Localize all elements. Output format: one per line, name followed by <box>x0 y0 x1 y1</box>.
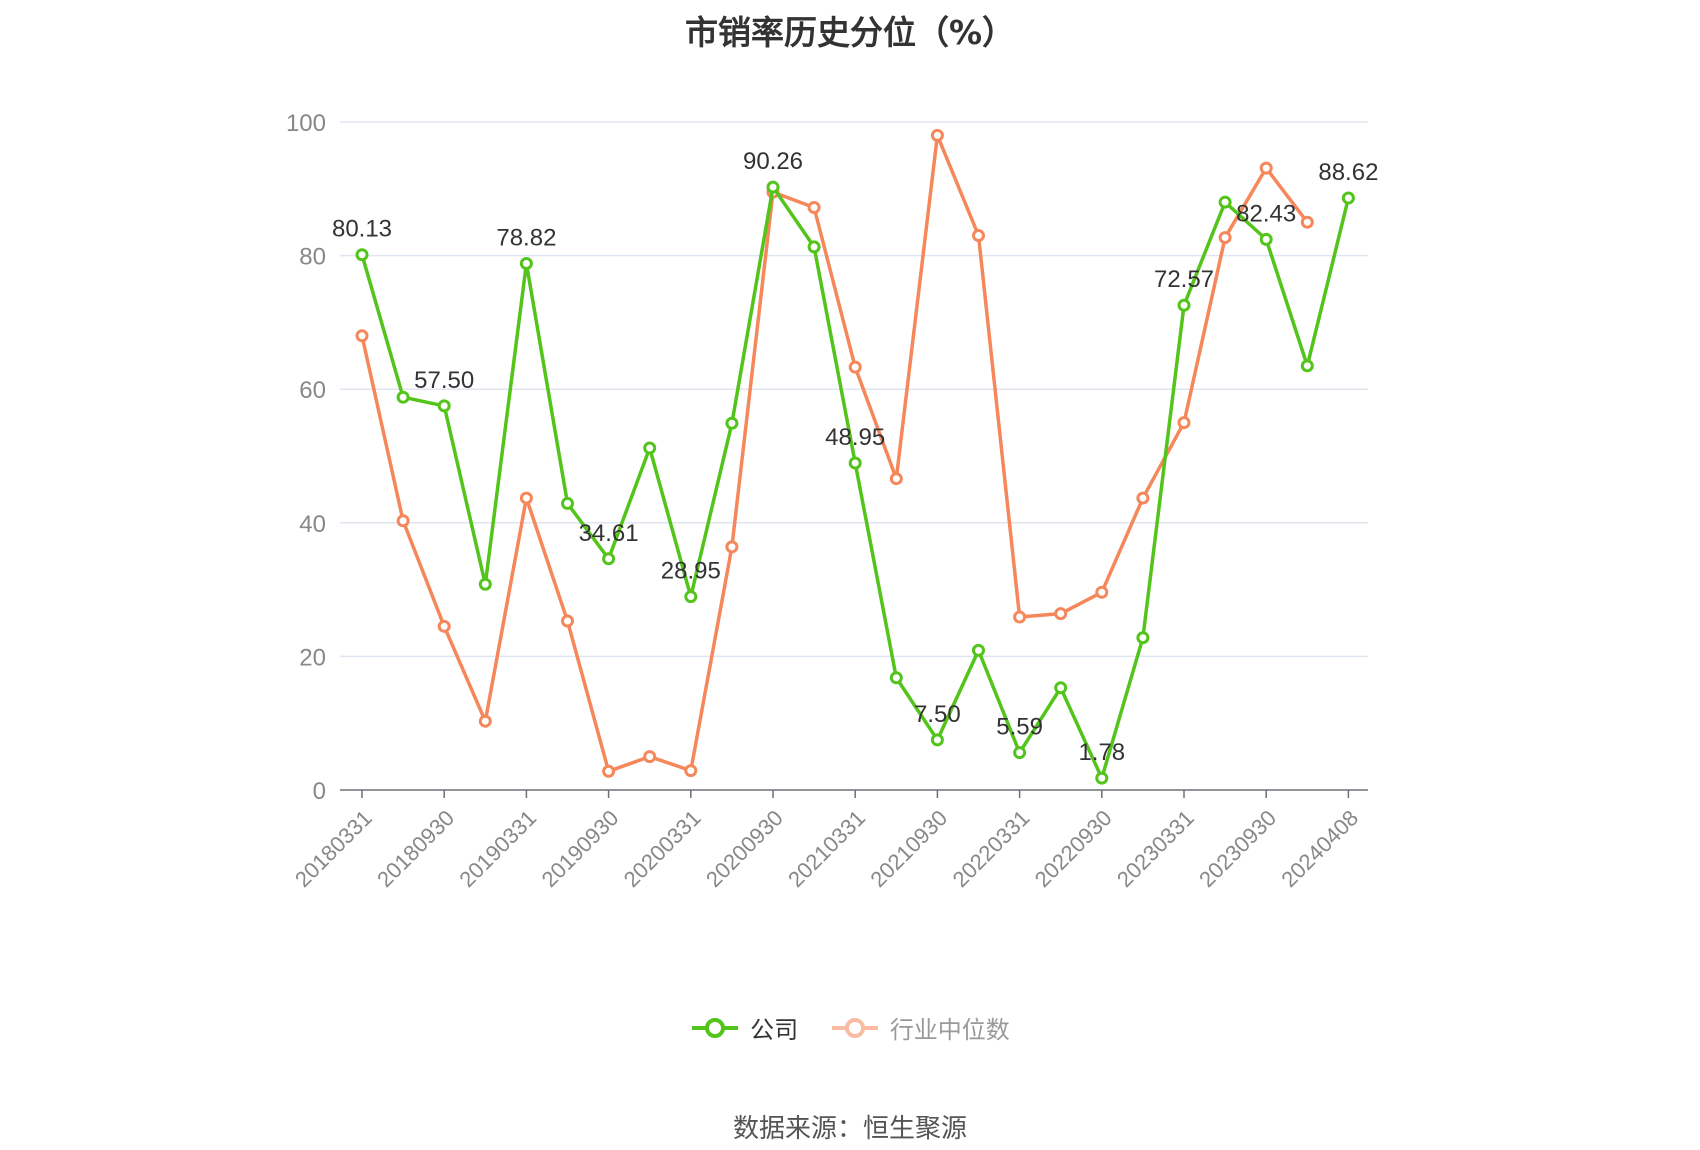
x-tick-label: 20200331 <box>619 805 706 892</box>
company-point <box>643 441 657 455</box>
y-tick-label: 40 <box>299 511 326 538</box>
company-point <box>930 733 944 747</box>
company-point <box>889 671 903 685</box>
company-point <box>807 240 821 254</box>
company-point <box>1300 359 1314 373</box>
company-point <box>355 248 369 262</box>
company-point <box>972 643 985 657</box>
series-company <box>355 180 1355 785</box>
data-label: 57.50 <box>414 367 474 394</box>
company-point <box>1013 746 1027 760</box>
x-tick-label: 20230331 <box>1112 805 1199 892</box>
industry-point <box>889 472 903 486</box>
company-point <box>848 456 862 470</box>
x-tick-label: 20210331 <box>783 805 870 892</box>
company-point <box>396 390 410 404</box>
y-axis: 0 20 40 60 80 100 <box>286 110 326 805</box>
industry-point <box>1095 585 1109 599</box>
industry-point <box>684 764 698 778</box>
company-point <box>1218 195 1232 209</box>
legend-company-line-icon <box>692 1017 739 1038</box>
legend: 公司 行业中位数 <box>0 1010 1700 1045</box>
data-label: 90.26 <box>743 148 803 175</box>
industry-point <box>561 614 574 628</box>
data-label: 7.50 <box>914 701 961 728</box>
industry-point <box>478 714 492 728</box>
company-point <box>684 590 698 604</box>
industry-point <box>848 360 862 374</box>
data-label: 48.95 <box>825 424 885 451</box>
data-label: 72.57 <box>1154 266 1214 293</box>
y-tick-label: 100 <box>286 110 326 137</box>
x-tick-label: 20210930 <box>865 805 952 892</box>
industry-point <box>725 540 739 554</box>
industry-point <box>972 229 985 243</box>
x-tick-label: 20220331 <box>948 805 1035 892</box>
industry-point <box>1136 491 1150 505</box>
company-point <box>478 577 492 591</box>
data-source: 数据来源：恒生聚源 <box>732 1114 967 1144</box>
legend-industry-line-icon <box>831 1017 878 1038</box>
y-tick-label: 80 <box>299 244 326 271</box>
x-tick-label: 20230930 <box>1194 805 1281 892</box>
company-point <box>1054 681 1068 695</box>
legend-item-industry[interactable]: 行业中位数 <box>830 1010 1010 1045</box>
industry-point <box>602 764 616 778</box>
line-chart: 0 20 40 60 80 100 201803312018093020190331201… <box>286 110 1378 892</box>
industry-point <box>1177 416 1191 430</box>
industry-point <box>1218 231 1232 245</box>
company-point <box>1136 631 1150 645</box>
industry-point <box>396 514 410 528</box>
data-label: 78.82 <box>496 224 556 251</box>
data-label: 28.95 <box>661 558 721 585</box>
industry-point <box>437 619 451 633</box>
company-point <box>1341 191 1355 205</box>
x-tick-label: 20190331 <box>454 805 541 892</box>
data-label: 82.43 <box>1236 200 1296 227</box>
legend-label-company: 公司 <box>750 1016 799 1044</box>
series-industry <box>355 128 1314 778</box>
data-label: 80.13 <box>332 216 392 243</box>
company-point <box>1259 232 1273 246</box>
x-tick-label: 20240408 <box>1276 805 1363 892</box>
industry-point <box>1300 215 1314 229</box>
data-label: 88.62 <box>1318 159 1378 186</box>
data-labels: 80.13 57.50 78.82 34.61 28.95 90.26 48.95 7.50 5… <box>332 148 1378 766</box>
industry-point <box>1013 610 1027 624</box>
company-point <box>1177 298 1191 312</box>
industry-point <box>807 201 821 215</box>
industry-point <box>1054 607 1068 621</box>
data-label: 5.59 <box>996 714 1043 741</box>
industry-point <box>355 329 369 343</box>
grid-lines <box>340 121 1368 658</box>
company-point <box>437 399 451 413</box>
industry-point <box>930 128 944 142</box>
company-point <box>766 180 780 194</box>
x-tick-label: 20190930 <box>537 805 624 892</box>
data-label: 34.61 <box>579 520 639 547</box>
x-tick-label: 20200930 <box>701 805 788 892</box>
chart-title: 市销率历史分位（%） <box>684 13 1016 52</box>
x-tick-label: 20180930 <box>372 805 459 892</box>
x-tick-label: 20220930 <box>1030 805 1117 892</box>
industry-point <box>519 491 533 505</box>
company-point <box>561 496 574 510</box>
data-label: 1.78 <box>1078 739 1125 766</box>
legend-item-company[interactable]: 公司 <box>690 1010 798 1045</box>
x-tick-label: 20180331 <box>290 805 377 892</box>
y-tick-label: 0 <box>313 778 326 805</box>
company-point <box>725 416 739 430</box>
legend-label-industry: 行业中位数 <box>889 1016 1010 1044</box>
company-point <box>1095 771 1109 785</box>
y-tick-label: 20 <box>299 644 326 671</box>
industry-point <box>643 750 657 764</box>
x-axis: 2018033120180930201903312019093020200331… <box>290 789 1368 892</box>
company-point <box>519 256 533 270</box>
industry-line <box>360 133 1309 774</box>
industry-point <box>1259 161 1273 175</box>
company-point <box>602 552 616 566</box>
y-tick-label: 60 <box>299 377 326 404</box>
